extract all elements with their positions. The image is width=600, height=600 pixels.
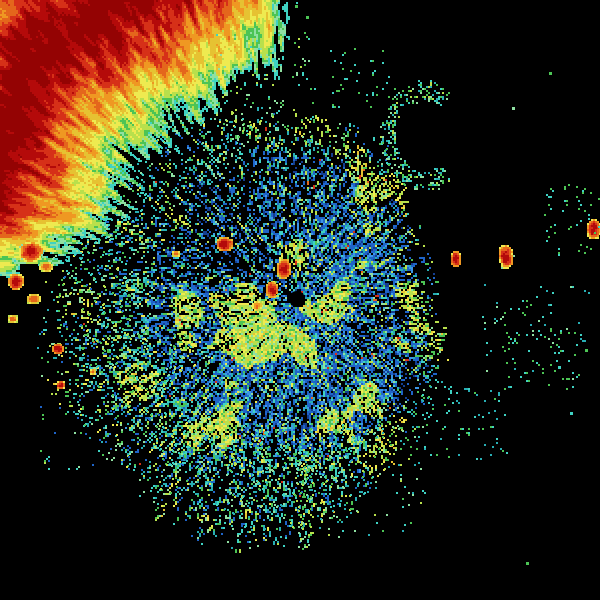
radar-display	[0, 0, 600, 600]
radar-reflectivity-canvas	[0, 0, 600, 600]
